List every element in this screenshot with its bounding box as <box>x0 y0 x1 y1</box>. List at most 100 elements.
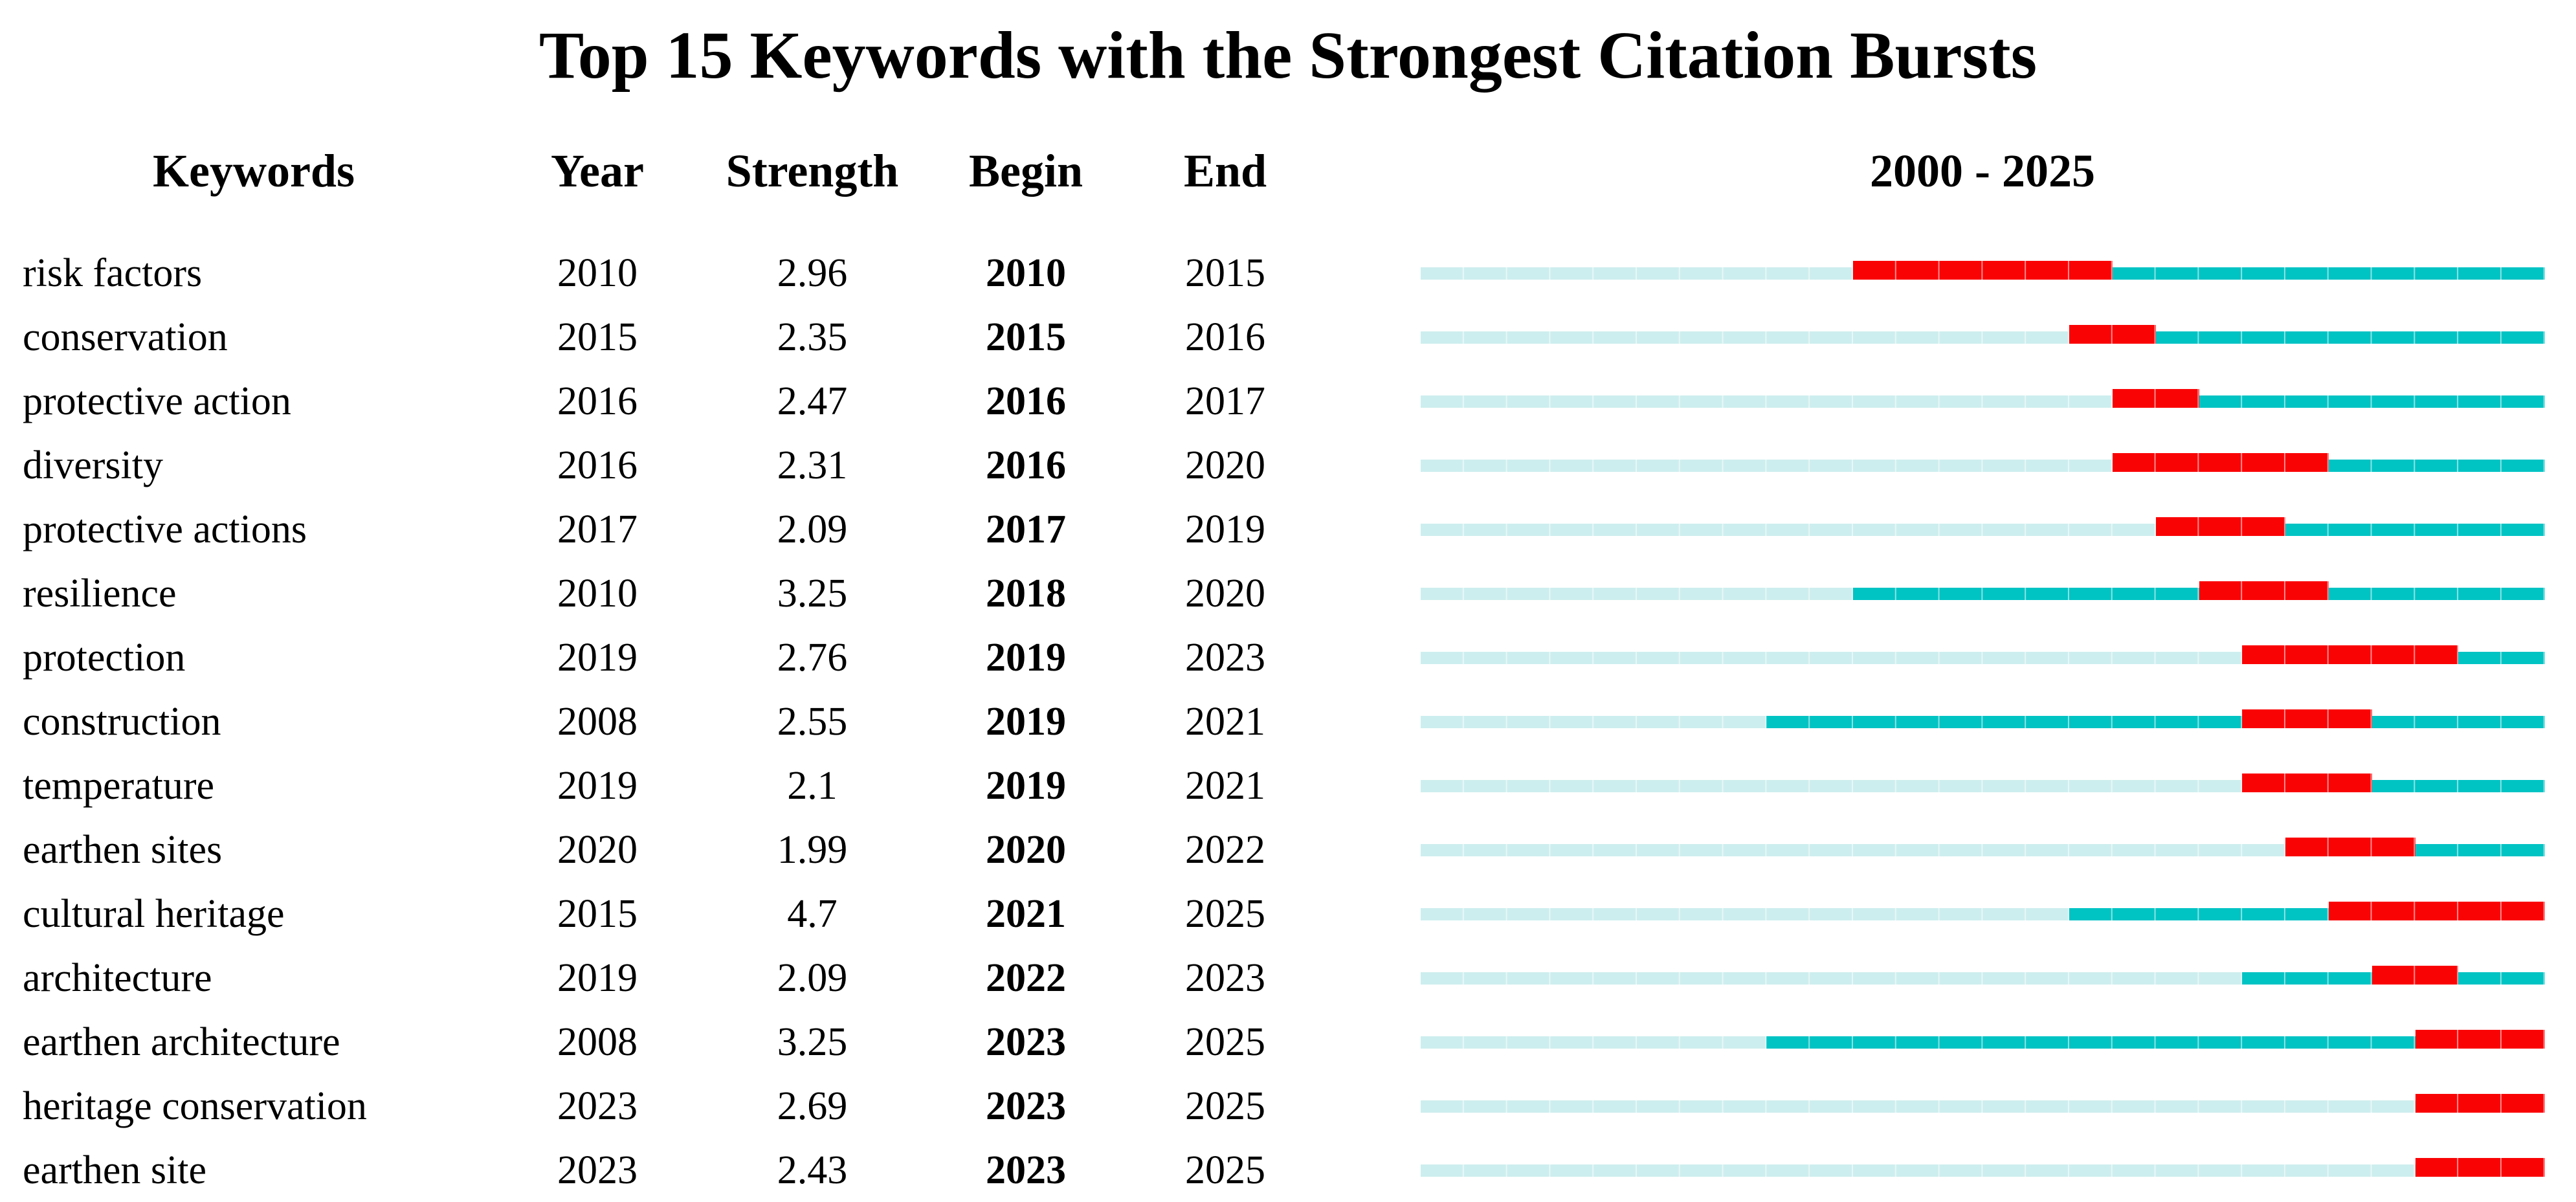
begin-value: 2020 <box>986 827 1066 872</box>
begin-value: 2021 <box>986 891 1066 936</box>
keyword-label: temperature <box>23 763 215 808</box>
active-period-segment <box>2112 395 2545 408</box>
keyword-label: earthen sites <box>23 827 223 872</box>
year-value: 2015 <box>557 315 638 359</box>
burst-rows: risk factors 2010 2.96 2010 2015 conserv… <box>0 241 2576 1202</box>
burst-period-segment <box>2112 389 2199 408</box>
timeline-bar <box>1421 966 2545 985</box>
end-value: 2023 <box>1185 955 1265 1000</box>
keyword-label: earthen site <box>23 1148 207 1192</box>
strength-value: 2.35 <box>777 315 848 359</box>
year-value: 2019 <box>557 955 638 1000</box>
strength-value: 3.25 <box>777 571 848 616</box>
begin-value: 2017 <box>986 507 1066 551</box>
begin-value: 2015 <box>986 315 1066 359</box>
end-value: 2020 <box>1185 443 1265 487</box>
burst-row: resilience 2010 3.25 2018 2020 <box>0 561 2576 625</box>
active-period-segment <box>1766 1036 2545 1049</box>
col-header-timeline: 2000 - 2025 <box>1870 145 2095 197</box>
burst-row: conservation 2015 2.35 2015 2016 <box>0 305 2576 369</box>
burst-period-segment <box>2285 838 2415 856</box>
timeline-bar <box>1421 709 2545 728</box>
strength-value: 2.76 <box>777 635 848 680</box>
strength-value: 2.55 <box>777 699 848 744</box>
strength-value: 2.31 <box>777 443 848 487</box>
strength-value: 2.43 <box>777 1148 848 1192</box>
burst-row: earthen site 2023 2.43 2023 2025 <box>0 1138 2576 1202</box>
keyword-label: protective actions <box>23 507 307 551</box>
end-value: 2019 <box>1185 507 1265 551</box>
year-value: 2010 <box>557 250 638 295</box>
begin-value: 2019 <box>986 763 1066 808</box>
strength-value: 4.7 <box>787 891 838 936</box>
active-period-segment <box>2069 331 2545 344</box>
end-value: 2020 <box>1185 571 1265 616</box>
timeline-bar <box>1421 838 2545 856</box>
col-header-strength: Strength <box>726 145 899 197</box>
year-value: 2016 <box>557 379 638 423</box>
begin-value: 2016 <box>986 443 1066 487</box>
timeline-bar <box>1421 517 2545 536</box>
timeline-bar <box>1421 1158 2545 1177</box>
begin-value: 2023 <box>986 1084 1066 1128</box>
begin-value: 2016 <box>986 379 1066 423</box>
col-header-end: End <box>1183 145 1267 197</box>
keyword-label: diversity <box>23 443 163 487</box>
col-header-begin: Begin <box>968 145 1083 197</box>
year-value: 2019 <box>557 763 638 808</box>
burst-row: protection 2019 2.76 2019 2023 <box>0 625 2576 689</box>
burst-period-segment <box>2328 902 2545 920</box>
timeline-bar <box>1421 325 2545 344</box>
end-value: 2016 <box>1185 315 1265 359</box>
year-value: 2010 <box>557 571 638 616</box>
year-value: 2016 <box>557 443 638 487</box>
burst-period-segment <box>2199 581 2329 600</box>
burst-period-segment <box>2112 453 2329 472</box>
timeline-bar <box>1421 645 2545 664</box>
keyword-label: earthen architecture <box>23 1019 340 1064</box>
pre-period-segment <box>1421 844 2545 856</box>
burst-period-segment <box>2415 1094 2545 1113</box>
burst-row: cultural heritage 2015 4.7 2021 2025 <box>0 882 2576 946</box>
end-value: 2021 <box>1185 699 1265 744</box>
year-value: 2023 <box>557 1148 638 1192</box>
col-header-keywords: Keywords <box>153 145 355 197</box>
keyword-label: protective action <box>23 379 291 423</box>
burst-row: protective actions 2017 2.09 2017 2019 <box>0 497 2576 561</box>
burst-period-segment <box>2069 325 2156 344</box>
year-value: 2017 <box>557 507 638 551</box>
strength-value: 2.1 <box>787 763 838 808</box>
keyword-label: protection <box>23 635 186 680</box>
keyword-label: construction <box>23 699 221 744</box>
strength-value: 2.96 <box>777 250 848 295</box>
keyword-label: resilience <box>23 571 177 616</box>
chart-title: Top 15 Keywords with the Strongest Citat… <box>539 18 2037 93</box>
pre-period-segment <box>1421 1100 2545 1113</box>
burst-row: diversity 2016 2.31 2016 2020 <box>0 433 2576 497</box>
burst-period-segment <box>2415 1030 2545 1049</box>
begin-value: 2019 <box>986 635 1066 680</box>
burst-row: construction 2008 2.55 2019 2021 <box>0 689 2576 753</box>
end-value: 2025 <box>1185 1019 1265 1064</box>
timeline-bar <box>1421 902 2545 920</box>
keyword-label: heritage conservation <box>23 1084 367 1128</box>
burst-period-segment <box>2242 709 2372 728</box>
strength-value: 3.25 <box>777 1019 848 1064</box>
begin-value: 2018 <box>986 571 1066 616</box>
burst-period-segment <box>2415 1158 2545 1177</box>
keyword-label: cultural heritage <box>23 891 285 936</box>
strength-value: 2.09 <box>777 507 848 551</box>
burst-period-segment <box>2242 645 2459 664</box>
pre-period-segment <box>1421 1164 2545 1177</box>
burst-period-segment <box>2371 966 2459 985</box>
keyword-label: risk factors <box>23 250 203 295</box>
active-period-segment <box>1766 716 2545 728</box>
burst-row: temperature 2019 2.1 2019 2021 <box>0 753 2576 818</box>
end-value: 2021 <box>1185 763 1265 808</box>
timeline-bar <box>1421 774 2545 792</box>
year-value: 2020 <box>557 827 638 872</box>
begin-value: 2010 <box>986 250 1066 295</box>
burst-row: risk factors 2010 2.96 2010 2015 <box>0 241 2576 305</box>
year-value: 2019 <box>557 635 638 680</box>
